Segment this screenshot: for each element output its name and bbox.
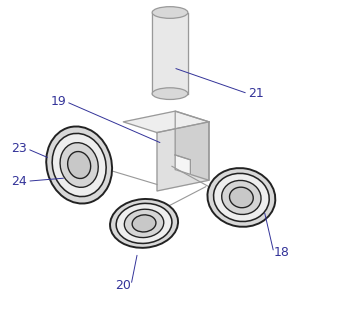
Text: 24: 24 bbox=[12, 175, 27, 188]
Polygon shape bbox=[123, 111, 209, 133]
Polygon shape bbox=[175, 155, 190, 174]
Ellipse shape bbox=[222, 181, 261, 214]
Text: 21: 21 bbox=[248, 87, 264, 100]
Ellipse shape bbox=[46, 126, 112, 204]
Ellipse shape bbox=[124, 209, 164, 238]
Ellipse shape bbox=[60, 143, 98, 187]
Ellipse shape bbox=[110, 199, 178, 248]
Ellipse shape bbox=[207, 168, 275, 227]
Ellipse shape bbox=[68, 151, 91, 179]
Ellipse shape bbox=[132, 215, 156, 232]
Ellipse shape bbox=[230, 187, 253, 208]
Ellipse shape bbox=[152, 7, 188, 18]
Text: 20: 20 bbox=[115, 279, 131, 291]
Ellipse shape bbox=[152, 88, 188, 99]
Ellipse shape bbox=[52, 133, 106, 197]
Text: 18: 18 bbox=[274, 246, 290, 259]
Text: 19: 19 bbox=[50, 95, 66, 108]
Ellipse shape bbox=[116, 203, 172, 244]
Polygon shape bbox=[175, 111, 209, 180]
Ellipse shape bbox=[214, 173, 269, 221]
Text: 23: 23 bbox=[12, 142, 27, 155]
Polygon shape bbox=[152, 13, 188, 94]
Polygon shape bbox=[157, 122, 209, 191]
